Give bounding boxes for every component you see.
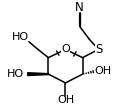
Text: HO: HO	[12, 32, 29, 42]
Text: N: N	[75, 1, 84, 14]
Text: S: S	[95, 43, 103, 56]
Text: O: O	[61, 44, 70, 54]
Text: OH: OH	[95, 66, 112, 76]
Polygon shape	[28, 73, 48, 75]
Text: HO: HO	[7, 69, 25, 79]
Text: OH: OH	[57, 95, 74, 105]
